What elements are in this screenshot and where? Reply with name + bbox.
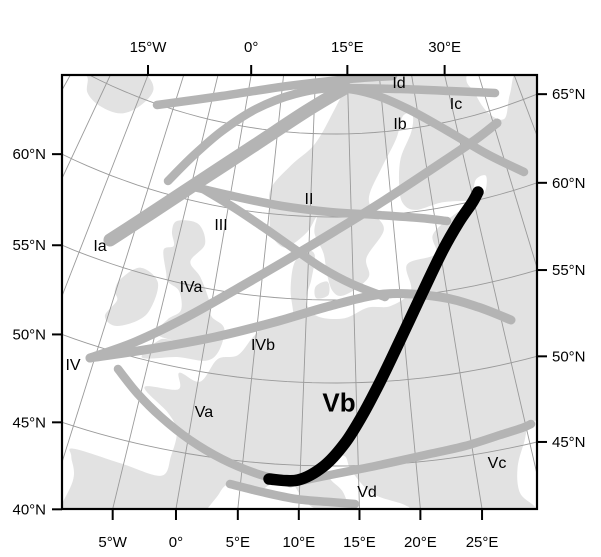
tick-label-right-60°N: 60°N <box>552 175 586 192</box>
tick-label-bottom-10°E: 10°E <box>282 534 315 551</box>
track-Vb <box>263 186 484 487</box>
meridian-35 <box>478 75 537 270</box>
track-Vc <box>286 419 536 488</box>
track-Ia <box>103 81 352 247</box>
tick-label-right-55°N: 55°N <box>552 262 586 279</box>
tick-label-left-45°N: 45°N <box>12 414 46 431</box>
axis-layer: 15°W 0° 15°E 30°E 5°W 0° 5°E 10°E 15°E 20°E 25°E 60… <box>12 39 585 551</box>
track-label-Vc: Vc <box>488 455 507 472</box>
track-label-II: II <box>305 191 314 208</box>
tick-label-top-15°W: 15°W <box>130 39 168 56</box>
track-IVa <box>85 118 502 363</box>
tick-label-left-60°N: 60°N <box>12 146 46 163</box>
tick-label-bottom-20°E: 20°E <box>404 534 437 551</box>
track-label-III: III <box>214 217 227 234</box>
track-label-Ia: Ia <box>93 238 106 255</box>
tick-label-right-45°N: 45°N <box>552 434 586 451</box>
track-Vd <box>225 479 360 509</box>
track-label-Id: Id <box>392 75 405 92</box>
track-III <box>198 184 390 302</box>
meridian-10 <box>298 75 317 509</box>
tick-label-right-50°N: 50°N <box>552 348 586 365</box>
meridian-25 <box>411 75 483 509</box>
tick-label-bottom-5°W: 5°W <box>98 534 127 551</box>
tick-label-left-40°N: 40°N <box>12 501 46 518</box>
tick-label-bottom-0°: 0° <box>169 534 183 551</box>
parallel-65 <box>88 75 537 135</box>
track-Id <box>152 75 398 110</box>
meridian--15 <box>62 75 149 298</box>
landmass-zealand <box>314 281 330 299</box>
tick-label-top-0°: 0° <box>244 39 258 56</box>
track-label-Vd: Vd <box>357 484 377 501</box>
tick-label-bottom-5°E: 5°E <box>226 534 250 551</box>
meridian-15 <box>346 75 360 509</box>
label-IV: IV <box>65 357 80 374</box>
tick-label-bottom-15°E: 15°E <box>343 534 376 551</box>
tick-label-right-65°N: 65°N <box>552 86 586 103</box>
tick-label-left-55°N: 55°N <box>12 237 46 254</box>
track-label-IVb: IVb <box>251 337 275 354</box>
meridian--10 <box>62 75 185 464</box>
tick-label-left-50°N: 50°N <box>12 326 46 343</box>
track-Va <box>113 364 295 488</box>
track-Ic <box>342 83 500 98</box>
tick-label-top-15°E: 15°E <box>331 39 364 56</box>
track-Ib <box>163 83 529 186</box>
track-label-Ib: Ib <box>393 116 406 133</box>
parallel-60 <box>62 153 537 218</box>
track-label-Va: Va <box>195 404 213 421</box>
track-label-IVa: IVa <box>180 279 203 296</box>
meridian--20 <box>62 75 111 180</box>
parallel-45 <box>62 421 537 467</box>
track-II <box>189 182 452 226</box>
parallel-55 <box>62 244 537 301</box>
track-label-Ic: Ic <box>450 96 462 113</box>
meridian-5 <box>237 75 285 509</box>
track-label-Vb: Vb <box>322 387 355 417</box>
parallel-50 <box>62 333 537 384</box>
track-IVb <box>85 289 516 363</box>
tick-label-bottom-25°E: 25°E <box>466 534 499 551</box>
tick-label-top-30°E: 30°E <box>428 39 461 56</box>
